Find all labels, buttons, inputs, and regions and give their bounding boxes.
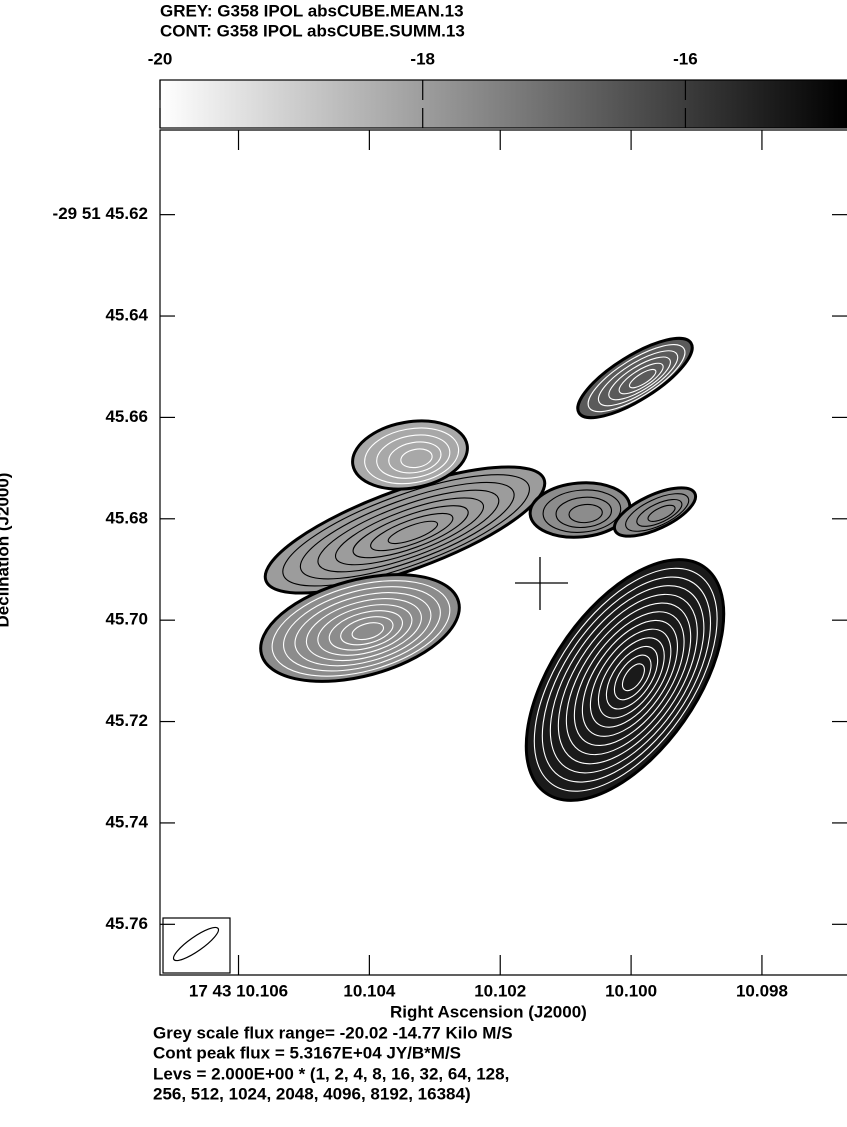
colorbar-tick-label: -20 — [148, 49, 173, 68]
colorbar — [160, 80, 847, 128]
x-tick-label: 10.102 — [474, 981, 526, 1000]
footer-line: Grey scale flux range= -20.02 -14.77 Kil… — [153, 1023, 513, 1042]
x-tick-label: 10.104 — [343, 981, 396, 1000]
x-tick-label: 10.098 — [736, 981, 788, 1000]
footer-line: Cont peak flux = 5.3167E+04 JY/B*M/S — [153, 1043, 461, 1062]
y-axis-label: Declination (J2000) — [0, 473, 12, 628]
emission-region — [487, 526, 763, 835]
header-line: CONT: G358 IPOL absCUBE.SUMM.13 — [160, 21, 465, 40]
footer-line: Levs = 2.000E+00 * (1, 2, 4, 8, 16, 32, … — [153, 1064, 509, 1083]
page: {"chart_data": { "type": "contour", "hea… — [0, 0, 847, 1127]
plot-frame — [160, 130, 847, 975]
reference-cross — [515, 557, 568, 610]
y-tick-label: 45.64 — [105, 306, 148, 325]
emission-region — [608, 478, 702, 546]
y-tick-label: -29 51 45.62 — [53, 204, 148, 223]
image — [249, 324, 763, 834]
y-tick-label: 45.66 — [105, 407, 148, 426]
header-line: GREY: G358 IPOL absCUBE.MEAN.13 — [160, 1, 464, 20]
beam-ellipse — [170, 923, 222, 965]
chart: GREY: G358 IPOL absCUBE.MEAN.13 CONT: G3… — [0, 0, 847, 1127]
y-tick-label: 45.70 — [105, 610, 148, 629]
y-tick-label: 45.76 — [105, 914, 148, 933]
x-tick-label: 17 43 10.106 — [189, 981, 288, 1000]
beam — [163, 918, 230, 973]
colorbar-tick-label: -18 — [410, 49, 435, 68]
x-tick-label: 10.100 — [605, 981, 657, 1000]
beam-box — [163, 918, 230, 973]
y-tick-label: 45.72 — [105, 711, 148, 730]
colorbar-tick-label: -16 — [673, 49, 698, 68]
y-tick-label: 45.74 — [105, 812, 148, 831]
y-tick-label: 45.68 — [105, 508, 148, 527]
footer-line: 256, 512, 1024, 2048, 4096, 8192, 16384) — [153, 1084, 471, 1103]
x-axis-label: Right Ascension (J2000) — [390, 1002, 587, 1021]
